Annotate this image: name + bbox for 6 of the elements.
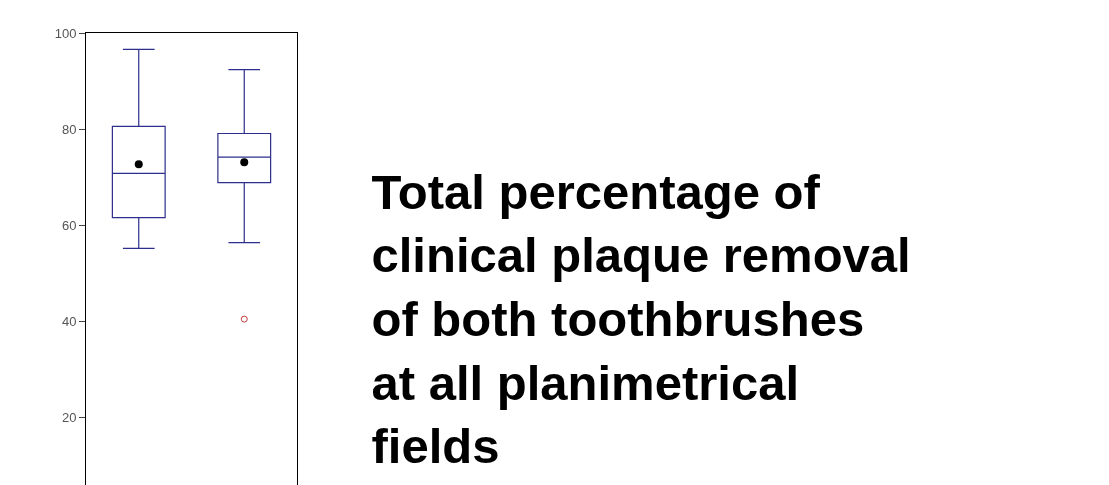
y-tick-label: 40: [61, 314, 77, 330]
y-tick-label: 80: [61, 121, 77, 137]
y-tick-label: 100: [54, 25, 77, 41]
y-tick-label: 60: [61, 217, 77, 233]
text: Total percentage of clinical plaque removal of both toothbrushes at all planimetrical fields: [371, 164, 911, 474]
y-tick-label: 20: [61, 410, 77, 426]
